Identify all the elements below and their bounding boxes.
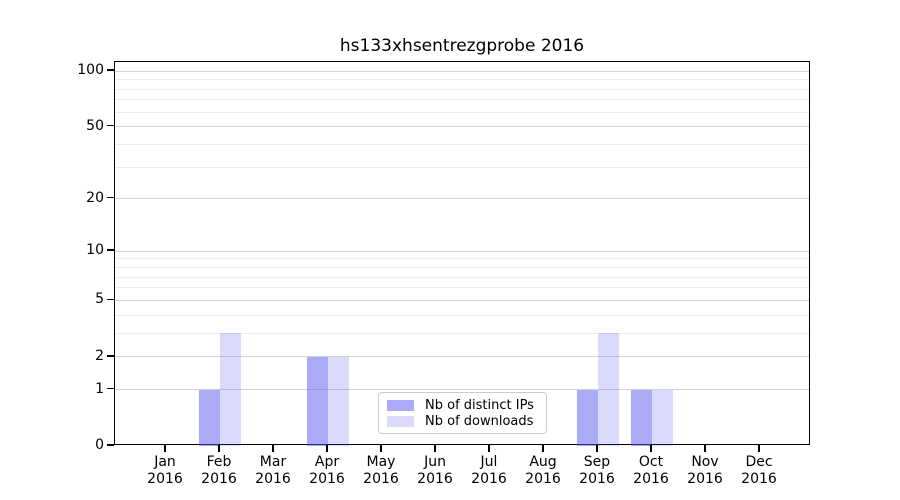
x-tick-mark bbox=[272, 445, 274, 452]
legend: Nb of distinct IPs Nb of downloads bbox=[378, 392, 547, 434]
minor-gridline bbox=[115, 287, 809, 289]
y-tick-mark bbox=[107, 124, 114, 127]
x-tick-label: Feb 2016 bbox=[201, 454, 237, 487]
x-tick-label: Jan 2016 bbox=[147, 454, 183, 487]
x-tick-label: Oct 2016 bbox=[633, 454, 669, 487]
legend-label-distinct-ips: Nb of distinct IPs bbox=[425, 398, 534, 413]
x-tick-mark bbox=[488, 445, 490, 452]
minor-gridline bbox=[115, 258, 809, 260]
legend-row-distinct-ips: Nb of distinct IPs bbox=[387, 398, 538, 413]
minor-gridline bbox=[115, 314, 809, 316]
bar-downloads-oct bbox=[652, 389, 673, 446]
x-tick-mark bbox=[542, 445, 544, 452]
minor-gridline bbox=[115, 79, 809, 81]
y-tick-mark bbox=[107, 69, 114, 71]
y-tick-mark bbox=[107, 196, 114, 199]
legend-swatch-distinct-ips bbox=[387, 400, 414, 411]
plot-area bbox=[114, 61, 810, 446]
chart-title: hs133xhsentrezgprobe 2016 bbox=[339, 36, 585, 56]
minor-gridline bbox=[115, 332, 809, 334]
bar-distinct-ips-sep bbox=[577, 389, 598, 446]
y-tick-label: 5 bbox=[95, 291, 104, 308]
minor-gridline bbox=[115, 99, 809, 101]
x-tick-label: Aug 2016 bbox=[525, 454, 561, 487]
x-tick-label: Jun 2016 bbox=[417, 454, 453, 487]
minor-gridline bbox=[115, 111, 809, 113]
bar-downloads-sep bbox=[598, 333, 619, 446]
major-gridline bbox=[115, 250, 809, 252]
x-tick-mark bbox=[650, 445, 652, 452]
minor-gridline bbox=[115, 276, 809, 278]
x-tick-label: May 2016 bbox=[363, 454, 399, 487]
x-tick-mark bbox=[434, 445, 436, 452]
x-tick-label: Jul 2016 bbox=[471, 454, 507, 487]
minor-gridline bbox=[115, 88, 809, 90]
bar-distinct-ips-apr bbox=[307, 356, 328, 446]
x-tick-label: Mar 2016 bbox=[255, 454, 291, 487]
y-tick-mark bbox=[107, 387, 114, 390]
bar-downloads-feb bbox=[220, 333, 241, 446]
y-tick-label: 100 bbox=[77, 62, 104, 79]
x-tick-label: Dec 2016 bbox=[741, 454, 777, 487]
major-gridline bbox=[115, 198, 809, 200]
x-tick-label: Apr 2016 bbox=[309, 454, 345, 487]
x-tick-mark bbox=[758, 445, 760, 452]
bar-downloads-apr bbox=[328, 356, 349, 446]
x-tick-mark bbox=[596, 445, 598, 452]
y-tick-label: 2 bbox=[95, 347, 104, 364]
x-tick-label: Nov 2016 bbox=[687, 454, 723, 487]
y-tick-label: 10 bbox=[86, 242, 104, 259]
x-tick-mark bbox=[218, 445, 220, 452]
y-tick-mark bbox=[107, 249, 114, 251]
y-tick-mark bbox=[107, 298, 114, 301]
major-gridline bbox=[115, 389, 809, 391]
legend-row-downloads: Nb of downloads bbox=[387, 414, 538, 429]
legend-label-downloads: Nb of downloads bbox=[425, 414, 534, 429]
x-tick-mark bbox=[326, 445, 328, 452]
minor-gridline bbox=[115, 267, 809, 269]
y-tick-label: 0 bbox=[95, 437, 104, 453]
legend-swatch-downloads bbox=[387, 416, 414, 427]
bar-distinct-ips-oct bbox=[631, 389, 652, 446]
x-tick-label: Sep 2016 bbox=[579, 454, 615, 487]
minor-gridline bbox=[115, 166, 809, 168]
x-tick-mark bbox=[704, 445, 706, 452]
major-gridline bbox=[115, 299, 809, 301]
major-gridline bbox=[115, 126, 809, 128]
x-tick-mark bbox=[380, 445, 382, 452]
bar-distinct-ips-feb bbox=[199, 389, 220, 446]
y-tick-label: 50 bbox=[86, 117, 104, 134]
y-tick-label: 20 bbox=[86, 189, 104, 206]
x-tick-mark bbox=[164, 445, 166, 452]
minor-gridline bbox=[115, 143, 809, 145]
y-tick-mark bbox=[107, 444, 114, 446]
y-tick-label: 1 bbox=[95, 380, 104, 397]
major-gridline bbox=[115, 70, 809, 72]
y-tick-mark bbox=[107, 355, 114, 357]
major-gridline bbox=[115, 356, 809, 358]
